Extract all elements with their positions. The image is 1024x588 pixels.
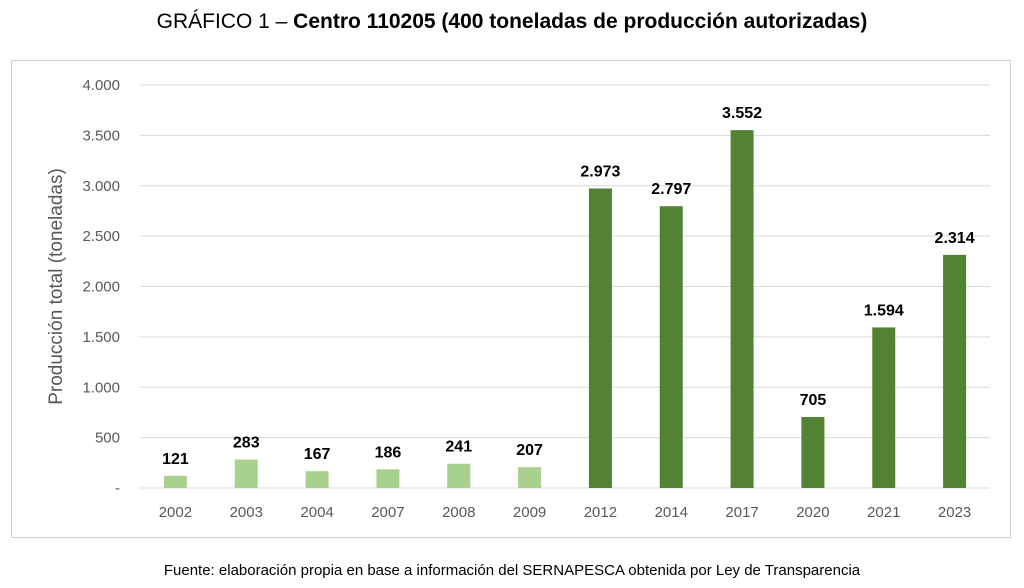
bar-2007 [376,469,400,488]
data-label: 207 [516,442,543,459]
data-label: 121 [162,451,189,468]
y-tick-label: - [115,480,120,497]
bar-2002 [163,475,187,488]
x-tick-label: 2017 [725,504,758,521]
y-tick-label: 2.500 [82,228,120,245]
y-tick-label: 2.000 [82,279,120,296]
source-note: Fuente: elaboración propia en base a inf… [163,562,861,579]
bar-2021 [872,327,896,488]
x-tick-label: 2009 [513,504,546,521]
bar-2009 [518,467,542,488]
data-label: 2.973 [580,163,620,180]
bar-2004 [305,471,329,488]
data-label: 3.552 [722,105,762,122]
x-tick-label: 2004 [300,504,333,521]
bar-2014 [659,206,683,488]
bar-2020 [801,416,825,488]
data-label: 2.797 [651,181,691,198]
x-tick-label: 2012 [584,504,617,521]
x-tick-label: 2020 [796,504,829,521]
x-tick-label: 2007 [371,504,404,521]
y-tick-label: 1.500 [82,329,120,346]
data-label: 241 [445,439,472,456]
chart-title: GRÁFICO 1 – Centro 110205 (400 toneladas… [0,10,1024,34]
y-tick-label: 3.500 [82,127,120,144]
data-label: 705 [800,392,827,409]
bar-2012 [588,188,612,488]
chart-frame [11,60,1011,538]
data-label: 1.594 [864,302,904,319]
y-tick-label: 3.000 [82,178,120,195]
x-tick-label: 2014 [655,504,688,521]
x-tick-label: 2008 [442,504,475,521]
bar-2023 [943,254,967,488]
chart-title-prefix: GRÁFICO 1 – [156,10,294,33]
data-label: 2.314 [935,230,975,247]
x-tick-label: 2003 [230,504,263,521]
y-tick-label: 500 [95,430,120,447]
data-label: 186 [375,444,402,461]
bar-2003 [234,459,258,488]
bar-2008 [447,463,471,488]
y-tick-label: 4.000 [82,77,120,94]
x-tick-label: 2023 [938,504,971,521]
y-axis-title: Producción total (toneladas) [46,168,67,405]
x-tick-label: 2002 [159,504,192,521]
data-label: 167 [304,446,331,463]
bar-2017 [730,130,754,489]
data-label: 283 [233,434,260,451]
y-tick-label: 1.000 [82,379,120,396]
x-tick-label: 2021 [867,504,900,521]
chart-title-main: Centro 110205 (400 toneladas de producci… [293,10,868,33]
